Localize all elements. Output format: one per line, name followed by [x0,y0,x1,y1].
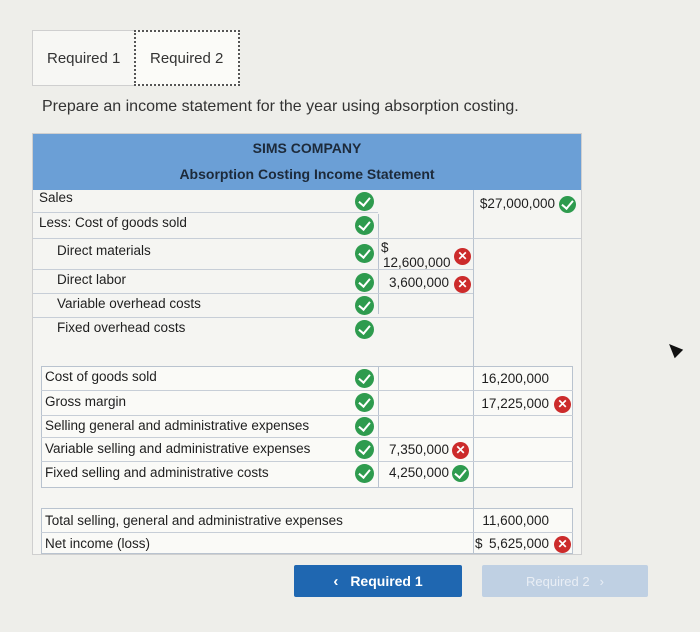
x-circle-icon: ✕ [554,396,571,413]
dollar-sign: $ [381,240,389,255]
x-circle-icon: ✕ [454,276,471,293]
instruction-text: Prepare an income statement for the year… [42,98,519,115]
amount-sales[interactable]: $27,000,000 [479,196,555,211]
row-label-cogs: Cost of goods sold [45,369,157,384]
check-circle-icon [355,192,374,211]
amount-direct-labor[interactable]: 3,600,000 [388,275,449,290]
check-circle-icon [559,196,576,213]
row-divider [41,415,573,416]
row-divider [41,437,573,438]
chevron-right-icon: › [599,573,604,589]
row-label-sales: Sales [39,190,73,205]
expenses-section [41,366,573,488]
row-divider [41,461,573,462]
income-statement-panel: SIMS COMPANY Absorption Costing Income S… [32,133,582,555]
next-button[interactable]: Required 2 › [482,565,648,597]
check-circle-icon [355,440,374,459]
next-button-label: Required 2 [526,573,590,589]
previous-button[interactable]: ‹ Required 1 [294,565,462,597]
amount-direct-materials[interactable]: 12,600,000 [383,255,451,270]
amount-cogs[interactable]: 16,200,000 [481,371,549,386]
row-divider [33,269,473,270]
x-circle-icon: ✕ [452,442,469,459]
tab-required-1[interactable]: Required 1 [32,30,136,86]
row-label-direct-materials: Direct materials [57,243,151,258]
previous-button-label: Required 1 [350,573,423,589]
row-label-direct-labor: Direct labor [57,272,127,287]
amount-total-sga[interactable]: 11,600,000 [482,513,549,528]
column-divider [473,508,474,554]
row-divider [33,212,378,213]
row-label-net-income: Net income (loss) [45,536,151,551]
column-divider [473,190,474,536]
statement-header: SIMS COMPANY Absorption Costing Income S… [33,134,581,190]
check-circle-icon [452,465,469,482]
row-label-sga: Selling general and administrative expen… [45,418,310,433]
row-divider [33,317,473,318]
amount-gross-margin[interactable]: 17,225,000 [481,396,549,411]
row-label-total-sga: Total selling, general and administrativ… [45,513,343,528]
row-label-fixed-overhead: Fixed overhead costs [57,320,186,335]
check-circle-icon [355,273,374,292]
check-circle-icon [355,296,374,315]
x-circle-icon: ✕ [554,536,571,553]
row-divider [33,238,581,239]
tab-required-2[interactable]: Required 2 [134,30,240,86]
check-circle-icon [355,417,374,436]
row-label-fixed-sga: Fixed selling and administrative costs [45,465,269,480]
dollar-sign: $ [475,536,483,551]
company-name: SIMS COMPANY [252,140,362,156]
mouse-cursor-icon [664,339,684,359]
amount-net-income[interactable]: 5,625,000 [488,536,549,551]
chevron-left-icon: ‹ [333,572,339,590]
column-divider [473,366,474,488]
row-label-less-cogs: Less: Cost of goods sold [39,215,187,230]
row-label-variable-overhead: Variable overhead costs [57,296,201,311]
check-circle-icon [355,216,374,235]
tab-bar: Required 1 Required 2 [32,30,240,88]
row-divider [41,390,573,391]
amount-variable-sga[interactable]: 7,350,000 [388,442,449,457]
check-circle-icon [355,464,374,483]
check-circle-icon [355,320,374,339]
x-circle-icon: ✕ [454,248,471,265]
row-divider [33,293,473,294]
column-divider [378,366,379,488]
amount-fixed-sga[interactable]: 4,250,000 [388,465,449,480]
check-circle-icon [355,244,374,263]
row-label-variable-sga: Variable selling and administrative expe… [45,441,311,456]
row-divider [41,532,573,533]
row-label-gross-margin: Gross margin [45,394,127,409]
column-divider [378,214,379,314]
totals-section [41,508,573,554]
statement-title: Absorption Costing Income Statement [179,166,435,182]
check-circle-icon [355,393,374,412]
check-circle-icon [355,369,374,388]
